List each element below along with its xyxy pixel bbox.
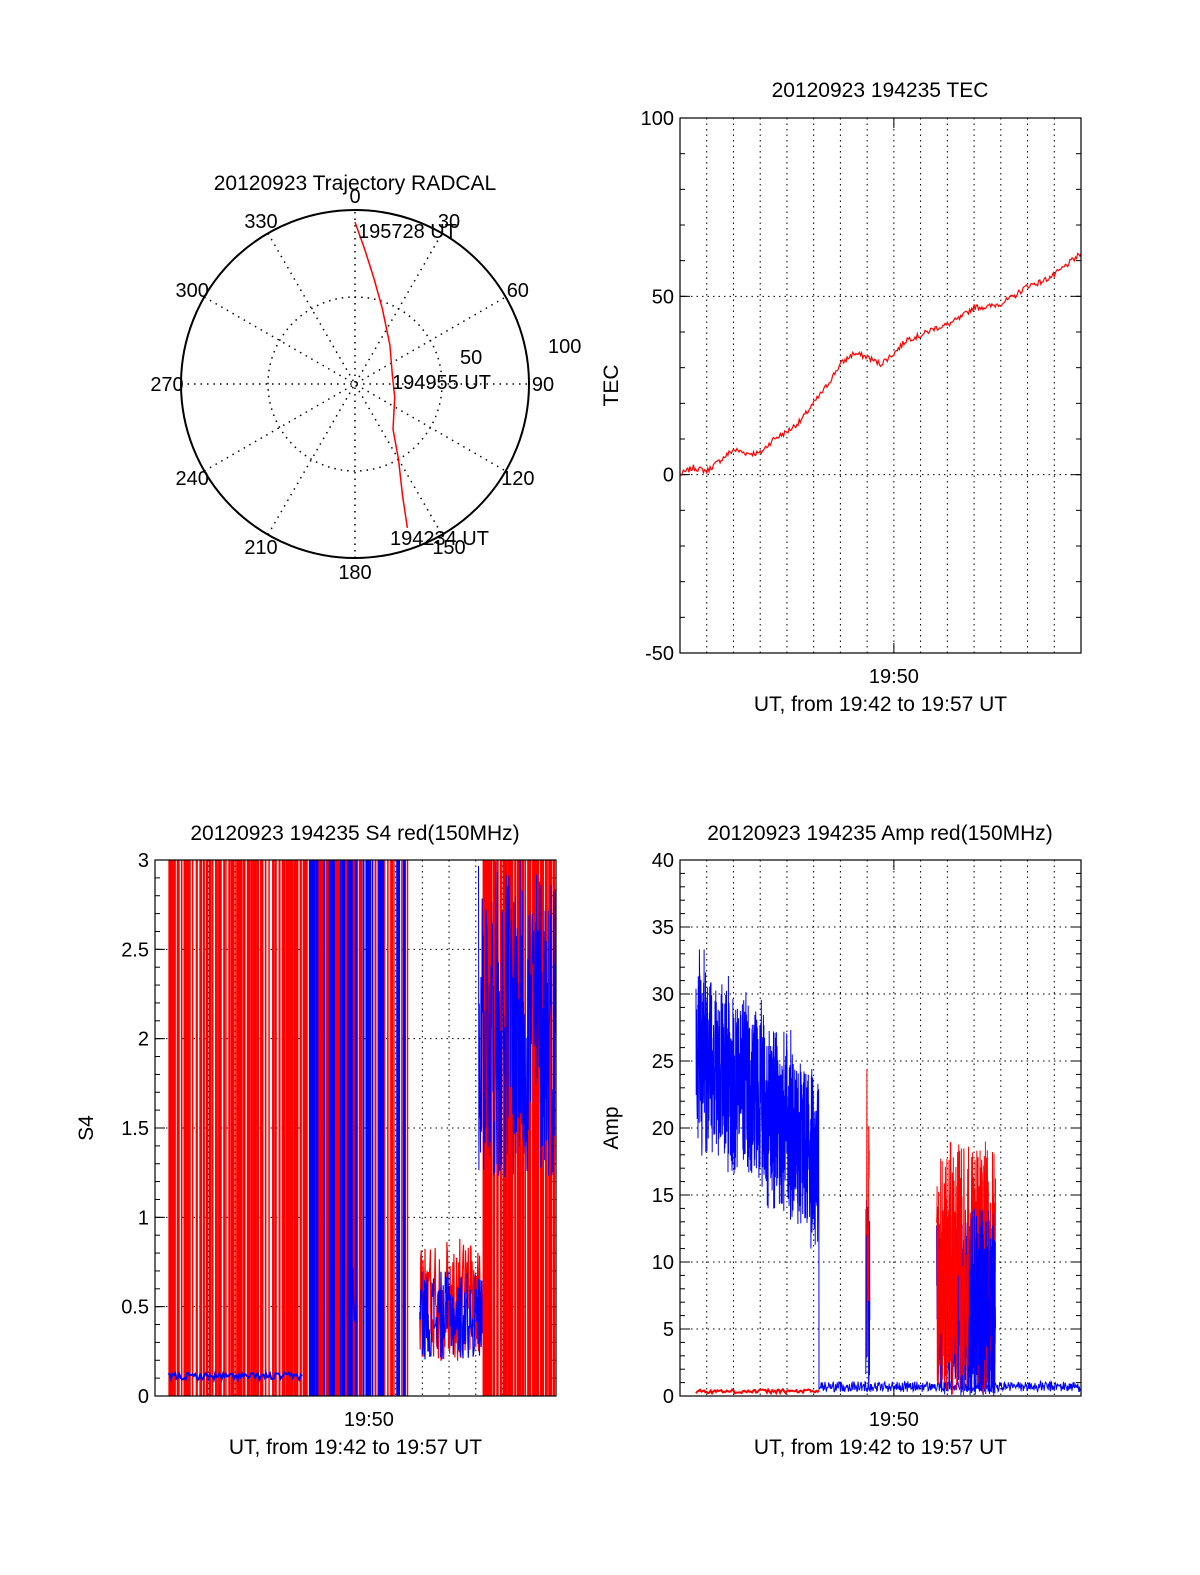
s4-blue-late [478, 860, 557, 1178]
s4-y-axis-label: S4 [75, 1115, 98, 1141]
amp-y-tick-labels: 40 35 30 25 20 15 10 5 0 [652, 850, 674, 1408]
s4-chart: 20120923 194235 S4 red(150MHz) 3 2.5 2 1.5 1… [75, 822, 557, 1459]
y-tick-label: 0 [663, 465, 674, 487]
azimuth-labels: 0 30 60 90 120 150 180 210 240 270 300 330 [150, 186, 554, 584]
s4-blue-baseline [167, 1369, 303, 1383]
azimuth-label: 30 [438, 211, 460, 233]
polar-grid [180, 209, 530, 559]
y-tick-label: 2 [138, 1029, 149, 1051]
amp-red-baseline [695, 1387, 820, 1396]
amp-series [695, 949, 1082, 1396]
tec-y-tick-labels: 100 50 0 -50 [641, 108, 674, 665]
y-tick-label: 25 [652, 1051, 674, 1073]
y-tick-label: 2.5 [121, 939, 149, 961]
s4-blue-mid-early [346, 1261, 357, 1324]
y-tick-label: 50 [652, 286, 674, 308]
annotation-mid-time: 194955 UT [392, 372, 491, 394]
tec-grid [680, 118, 1081, 653]
trajectory-polar-plot: 20120923 Trajectory RADCAL 0 30 60 90 120 150… [150, 172, 581, 584]
radial-tick-100: 100 [548, 336, 581, 358]
y-tick-label: 15 [652, 1185, 674, 1207]
amp-chart: 20120923 194235 Amp red(150MHz) 40 35 30 25… [600, 822, 1082, 1459]
azimuth-label: 240 [175, 468, 208, 490]
azimuth-label: 120 [501, 468, 534, 490]
amp-x-tick-label: 19:50 [869, 1409, 919, 1431]
s4-series [167, 860, 557, 1396]
azimuth-label: 300 [175, 280, 208, 302]
amp-blue-burst-2 [968, 1208, 996, 1396]
s4-title: 20120923 194235 S4 red(150MHz) [190, 822, 519, 845]
y-tick-label: 0 [663, 1386, 674, 1408]
y-tick-label: 1.5 [121, 1118, 149, 1140]
azimuth-label: 60 [507, 280, 529, 302]
trajectory-title: 20120923 Trajectory RADCAL [214, 172, 497, 195]
y-tick-label: 20 [652, 1118, 674, 1140]
azimuth-label: 150 [432, 537, 465, 559]
azimuth-label: 330 [244, 211, 277, 233]
y-tick-label: 35 [652, 917, 674, 939]
tec-title: 20120923 194235 TEC [772, 79, 989, 102]
tec-series [679, 252, 1082, 477]
tec-line [679, 252, 1082, 477]
radial-tick-50: 50 [460, 347, 482, 369]
y-tick-label: 10 [652, 1252, 674, 1274]
s4-x-tick-label: 19:50 [344, 1409, 394, 1431]
amp-ticks [680, 859, 1081, 1397]
y-tick-label: 5 [663, 1319, 674, 1341]
y-tick-label: 1 [138, 1207, 149, 1229]
azimuth-label: 180 [338, 562, 371, 584]
amp-blue-band [695, 949, 820, 1390]
y-tick-label: 100 [641, 108, 674, 130]
s4-y-tick-labels: 3 2.5 2 1.5 1 0.5 0 [121, 850, 149, 1408]
amp-red-spike-1 [866, 1068, 870, 1357]
trajectory-line [354, 221, 409, 528]
amp-title: 20120923 194235 Amp red(150MHz) [707, 822, 1053, 845]
y-tick-label: 0.5 [121, 1297, 149, 1319]
azimuth-label: 210 [244, 537, 277, 559]
s4-blue-mid [419, 1271, 485, 1361]
amp-grid [680, 860, 1081, 1396]
amp-y-axis-label: Amp [600, 1106, 623, 1149]
trajectory-series [354, 221, 409, 528]
tec-x-axis-label: UT, from 19:42 to 19:57 UT [754, 693, 1007, 716]
amp-plot-frame [679, 859, 1082, 1397]
s4-plot-frame [154, 859, 557, 1397]
azimuth-label: 0 [349, 186, 360, 208]
tec-y-axis-label: TEC [600, 365, 623, 407]
y-tick-label: 30 [652, 984, 674, 1006]
amp-x-axis-label: UT, from 19:42 to 19:57 UT [754, 1436, 1007, 1459]
y-tick-label: -50 [645, 643, 674, 665]
y-tick-label: 3 [138, 850, 149, 872]
tec-chart: 20120923 194235 TEC 100 50 0 -50 19:50 UT, … [600, 79, 1082, 716]
tec-ticks [680, 117, 1081, 654]
annotation-start-time: 194234 UT [390, 528, 489, 550]
azimuth-label: 90 [532, 374, 554, 396]
annotation-end-time: 195728 UT [358, 221, 457, 243]
y-tick-label: 0 [138, 1386, 149, 1408]
tec-x-tick-label: 19:50 [869, 666, 919, 688]
s4-x-axis-label: UT, from 19:42 to 19:57 UT [229, 1436, 482, 1459]
tec-plot-frame [679, 117, 1082, 654]
azimuth-label: 270 [150, 374, 183, 396]
y-tick-label: 40 [652, 850, 674, 872]
